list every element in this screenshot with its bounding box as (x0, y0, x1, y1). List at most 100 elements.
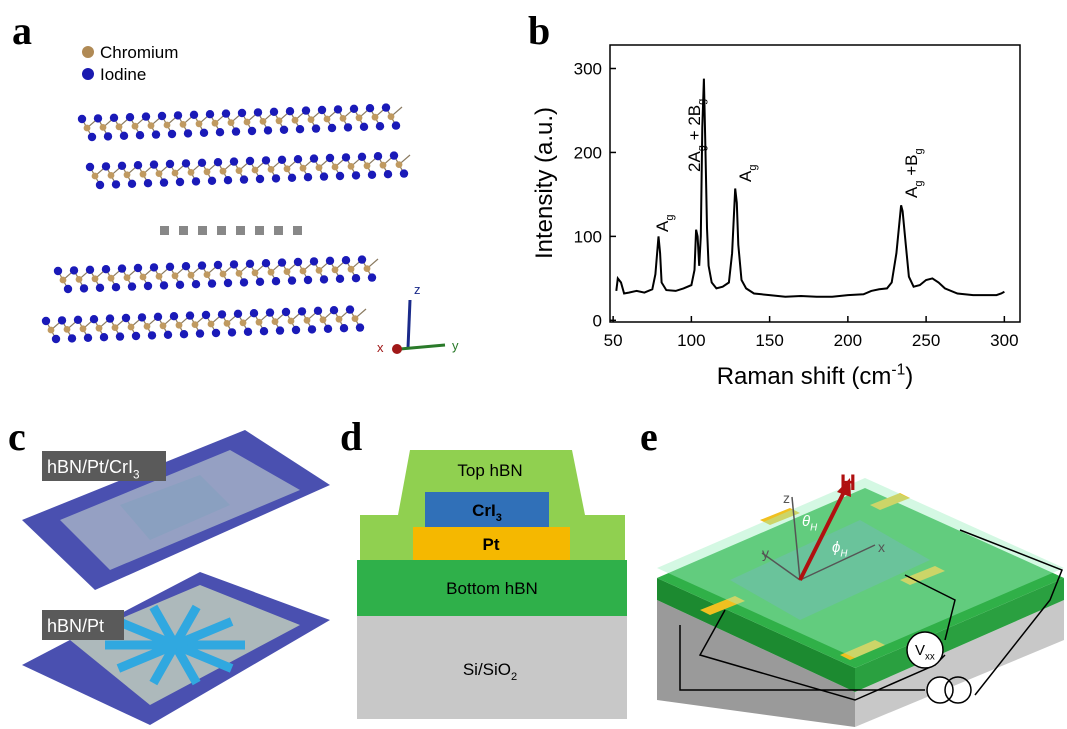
y-tick-label: 200 (574, 143, 602, 162)
chromium-atom (204, 168, 211, 175)
chromium-atom (112, 324, 119, 331)
caption-part: hBN/Pt/CrI (47, 457, 133, 477)
chromium-atom (132, 123, 139, 130)
peak-annotation-part: +B (902, 155, 921, 181)
iodine-atom (352, 171, 360, 179)
iodine-atom (392, 121, 400, 129)
chromium-atom (140, 274, 147, 281)
iodine-atom (292, 326, 300, 334)
iodine-atom (288, 174, 296, 182)
iodine-atom (272, 174, 280, 182)
peak-annotation-part: g (696, 99, 708, 105)
chromium-atom (188, 272, 195, 279)
peak-annotation-part: A (653, 220, 672, 232)
chromium-atom (316, 164, 323, 171)
chromium-atom (76, 276, 83, 283)
iodine-atom (214, 158, 222, 166)
chromium-atom (288, 318, 295, 325)
chromium-atom (148, 122, 155, 129)
iodine-atom (310, 257, 318, 265)
x-tick-label: 100 (677, 331, 705, 350)
axis-label: z (414, 282, 421, 297)
panel-label: c (8, 414, 26, 459)
x-tick-label: 50 (604, 331, 623, 350)
iodine-atom (64, 285, 72, 293)
figure: abcdeChromiumIodinezxy501001502002503000… (0, 0, 1067, 729)
iodine-atom (238, 109, 246, 117)
peak-annotation-part: A (902, 186, 921, 198)
iodine-atom (356, 323, 364, 331)
iodine-atom (160, 281, 168, 289)
iodine-atom (186, 311, 194, 319)
ellipsis-dot (179, 226, 188, 235)
ellipsis-dot (274, 226, 283, 235)
iodine-atom (158, 112, 166, 120)
iodine-atom (144, 179, 152, 187)
peak-annotation-part: 2A (685, 151, 704, 172)
chromium-atom (352, 315, 359, 322)
layer-label-part: CrI (472, 501, 496, 520)
chromium-atom (64, 326, 71, 333)
iodine-atom (198, 159, 206, 167)
chromium-atom (316, 267, 323, 274)
iodine-atom (128, 180, 136, 188)
chromium-atom (60, 277, 67, 284)
iodine-atom (166, 160, 174, 168)
chromium-atom (220, 168, 227, 175)
angle-label-part: ϕ (832, 539, 840, 556)
iodine-atom (260, 327, 268, 335)
iodine-atom (312, 124, 320, 132)
iodine-atom (230, 260, 238, 268)
layer-label-part: 3 (496, 512, 502, 524)
chromium-atom (252, 167, 259, 174)
iodine-atom (102, 265, 110, 273)
chromium-atom (192, 321, 199, 328)
iodine-atom (368, 171, 376, 179)
iodine-atom (318, 106, 326, 114)
iodine-atom (200, 129, 208, 137)
iodine-atom (42, 317, 50, 325)
iodine-atom (246, 157, 254, 165)
plot-frame (610, 45, 1020, 322)
iodine-atom (374, 152, 382, 160)
iodine-atom (80, 284, 88, 292)
ellipsis-dot (255, 226, 264, 235)
iodine-atom (164, 331, 172, 339)
iodine-atom (192, 280, 200, 288)
panel-label: e (640, 414, 658, 459)
chromium-atom (48, 327, 55, 334)
iodine-atom (334, 105, 342, 113)
iodine-atom (168, 130, 176, 138)
iodine-atom (276, 326, 284, 334)
ellipsis-dot (217, 226, 226, 235)
iodine-atom (228, 328, 236, 336)
iodine-atom (136, 131, 144, 139)
axis-label: x (377, 340, 384, 355)
chromium-atom (172, 170, 179, 177)
chromium-atom (252, 269, 259, 276)
iodine-atom (320, 172, 328, 180)
layer-label-part: Si/SiO (463, 660, 511, 679)
axis-label: y (452, 338, 459, 353)
chromium-atom (92, 275, 99, 282)
iodine-atom (150, 160, 158, 168)
chromium-atom (256, 319, 263, 326)
chromium-atom (144, 323, 151, 330)
chromium-atom (92, 173, 99, 180)
chromium-atom (276, 117, 283, 124)
chromium-atom (244, 119, 251, 126)
iodine-atom (360, 123, 368, 131)
chromium-atom (324, 116, 331, 123)
iodine-atom (294, 155, 302, 163)
x-axis-label-part: ) (905, 363, 913, 390)
iodine-atom (212, 329, 220, 337)
y-tick-label: 300 (574, 60, 602, 79)
iodine-atom (340, 324, 348, 332)
chromium-atom (84, 125, 91, 132)
angle-label-part: H (810, 523, 818, 534)
chromium-atom (300, 268, 307, 275)
iodine-atom (222, 109, 230, 117)
chromium-atom (108, 275, 115, 282)
chromium-atom (176, 322, 183, 329)
chromium-atom (160, 322, 167, 329)
